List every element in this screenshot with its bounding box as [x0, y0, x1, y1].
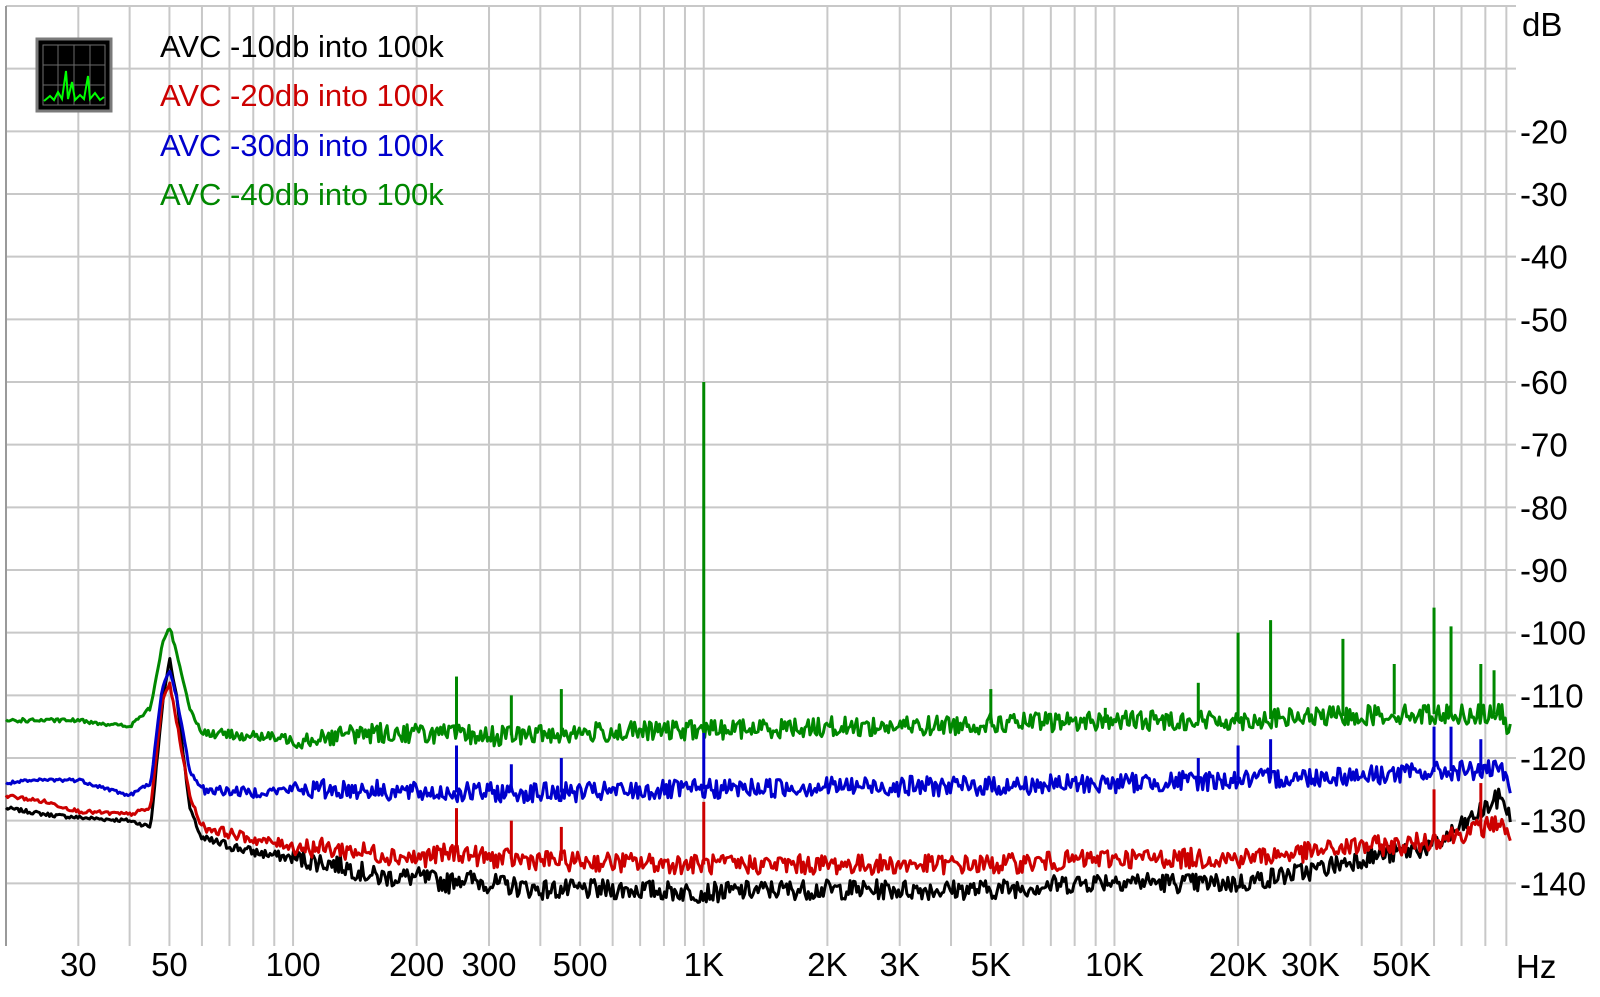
legend-entry-3: AVC -30db into 100k	[160, 128, 444, 163]
x-tick-label: 1K	[684, 946, 724, 983]
y-tick-label: -70	[1520, 427, 1568, 464]
y-tick-labels: -20 -30 -40 -50 -60 -70 -80 -90 -100 -110 -120 -130…	[1520, 113, 1586, 902]
legend-entry-4: AVC -40db into 100k	[160, 177, 444, 212]
legend-entry-1: AVC -10db into 100k	[160, 29, 444, 64]
x-tick-label: 50K	[1372, 946, 1431, 983]
y-tick-label: -40	[1520, 239, 1568, 276]
x-tick-label: 30	[60, 946, 97, 983]
series-line-3	[5, 669, 1512, 804]
spike-layer	[454, 382, 1496, 865]
y-tick-label: -110	[1520, 677, 1584, 714]
legend-entry-2: AVC -20db into 100k	[160, 78, 444, 113]
x-tick-label: 2K	[807, 946, 847, 983]
x-tick-label: 500	[553, 946, 608, 983]
x-axis-label: Hz	[1516, 948, 1556, 985]
y-axis-label: dB	[1522, 6, 1562, 43]
x-tick-label: 300	[461, 946, 516, 983]
x-tick-label: 50	[151, 946, 188, 983]
y-tick-label: -130	[1520, 803, 1586, 840]
series-line-4	[5, 627, 1512, 750]
x-tick-label: 5K	[971, 946, 1011, 983]
series-layer	[4, 627, 1512, 904]
y-tick-label: -50	[1520, 301, 1568, 338]
plot-area	[6, 6, 1517, 946]
y-tick-label: -80	[1520, 489, 1568, 526]
y-tick-label: -90	[1520, 552, 1568, 589]
x-tick-labels: 30 50 100 200 300 500 1K 2K 3K 5K 10K 20K 30K 50K	[60, 946, 1431, 983]
y-tick-label: -30	[1520, 176, 1568, 213]
series-line-1	[5, 657, 1512, 904]
y-tick-label: -60	[1520, 364, 1568, 401]
y-tick-label: -20	[1520, 113, 1568, 150]
series-line-2	[4, 681, 1512, 876]
x-tick-label: 20K	[1209, 946, 1268, 983]
x-tick-label: 30K	[1281, 946, 1340, 983]
x-tick-label: 3K	[880, 946, 920, 983]
y-tick-label: -100	[1520, 615, 1586, 652]
x-tick-label: 200	[389, 946, 444, 983]
analyzer-icon	[35, 37, 113, 113]
x-tick-label: 10K	[1085, 946, 1144, 983]
legend: AVC -10db into 100k AVC -20db into 100k …	[35, 29, 444, 212]
y-tick-label: -120	[1520, 740, 1586, 777]
y-tick-label: -140	[1520, 865, 1586, 902]
x-tick-label: 100	[266, 946, 321, 983]
